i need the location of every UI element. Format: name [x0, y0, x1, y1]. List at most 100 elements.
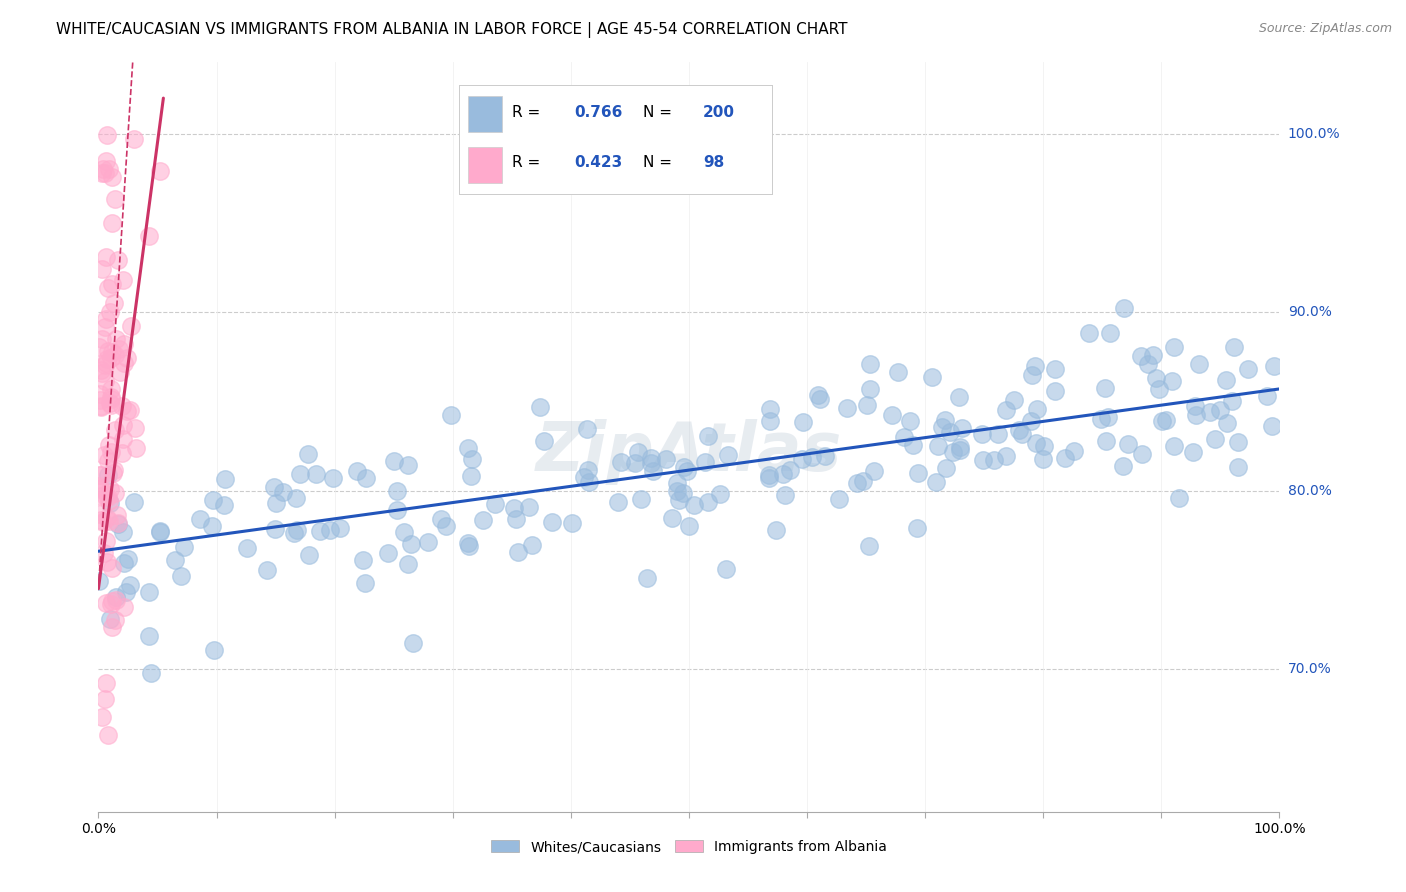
Point: [149, 164, 172, 178]
Point: [1025, 402, 1047, 417]
Text: Source: ZipAtlas.com: Source: ZipAtlas.com: [1258, 22, 1392, 36]
Point: [517, 500, 540, 515]
Point: [91, 166, 114, 180]
Point: [1136, 357, 1159, 371]
Point: [1130, 447, 1153, 461]
Point: [668, 493, 690, 508]
Point: [101, 277, 124, 291]
Point: [354, 576, 377, 591]
Point: [1226, 460, 1249, 475]
Point: [101, 620, 124, 634]
Point: [120, 578, 142, 592]
Point: [987, 427, 1010, 442]
Point: [717, 449, 740, 463]
Point: [111, 446, 134, 460]
Point: [290, 467, 312, 481]
Point: [149, 525, 172, 540]
Point: [96, 490, 118, 504]
Point: [212, 498, 235, 512]
Point: [100, 351, 122, 366]
Point: [97, 467, 120, 482]
Point: [96, 356, 118, 370]
Point: [107, 516, 129, 531]
Point: [271, 484, 294, 499]
Point: [1043, 384, 1066, 399]
Point: [1209, 403, 1232, 417]
Point: [934, 413, 956, 427]
Point: [1063, 444, 1085, 458]
Point: [693, 455, 716, 469]
Point: [858, 539, 880, 553]
Point: [111, 399, 134, 413]
Point: [1019, 414, 1042, 428]
Point: [576, 422, 599, 436]
Point: [772, 467, 794, 482]
Point: [309, 524, 332, 538]
Point: [90, 363, 112, 377]
Point: [112, 418, 135, 433]
Point: [90, 513, 112, 527]
Point: [120, 403, 142, 417]
Text: 80.0%: 80.0%: [1288, 483, 1331, 498]
Point: [1144, 370, 1167, 384]
Point: [1112, 458, 1135, 473]
Point: [115, 585, 138, 599]
Point: [1099, 326, 1122, 341]
Point: [758, 471, 780, 485]
Point: [1008, 423, 1031, 437]
Point: [105, 332, 128, 346]
Point: [91, 366, 114, 380]
Point: [921, 370, 943, 384]
Point: [995, 449, 1018, 463]
Point: [1184, 399, 1206, 413]
Point: [115, 351, 138, 365]
Point: [640, 451, 662, 466]
Point: [98, 493, 121, 508]
Point: [856, 398, 879, 412]
Point: [202, 493, 225, 508]
Point: [578, 475, 600, 489]
Point: [1215, 373, 1237, 387]
Text: 70.0%: 70.0%: [1288, 662, 1331, 676]
Point: [1150, 414, 1173, 428]
Point: [101, 561, 124, 575]
Point: [1002, 393, 1025, 408]
Point: [672, 486, 695, 500]
Point: [100, 482, 122, 496]
Legend: Whites/Caucasians, Immigrants from Albania: Whites/Caucasians, Immigrants from Alban…: [484, 833, 894, 861]
Point: [887, 366, 910, 380]
Point: [139, 666, 162, 681]
Point: [1032, 439, 1054, 453]
Point: [94, 359, 117, 373]
Point: [202, 642, 225, 657]
Point: [1185, 408, 1208, 422]
Point: [927, 439, 949, 453]
Point: [779, 463, 801, 477]
Point: [352, 553, 374, 567]
Point: [461, 451, 484, 466]
Point: [98, 396, 121, 410]
Point: [630, 492, 652, 507]
Point: [115, 403, 138, 417]
Point: [1237, 361, 1260, 376]
Point: [96, 128, 118, 142]
Point: [89, 479, 111, 493]
Point: [1163, 340, 1185, 354]
Point: [508, 545, 530, 559]
Point: [97, 454, 120, 468]
Point: [100, 390, 122, 404]
Point: [93, 546, 115, 560]
Point: [676, 465, 699, 479]
Point: [808, 392, 831, 406]
Point: [522, 538, 544, 552]
Point: [377, 546, 399, 560]
Point: [283, 526, 305, 541]
Point: [138, 630, 160, 644]
Point: [87, 574, 110, 588]
Point: [807, 388, 830, 402]
Point: [907, 466, 929, 480]
Point: [1142, 348, 1164, 362]
Point: [1154, 413, 1177, 427]
Point: [89, 507, 111, 521]
Point: [214, 472, 236, 486]
